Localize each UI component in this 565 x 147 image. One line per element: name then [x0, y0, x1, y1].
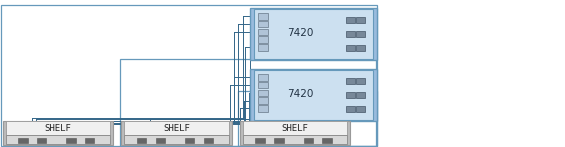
FancyBboxPatch shape [258, 13, 268, 20]
FancyBboxPatch shape [356, 45, 365, 51]
FancyBboxPatch shape [37, 138, 46, 143]
FancyBboxPatch shape [3, 121, 113, 145]
FancyBboxPatch shape [258, 97, 268, 104]
FancyBboxPatch shape [346, 31, 354, 37]
FancyBboxPatch shape [346, 45, 354, 51]
FancyBboxPatch shape [258, 90, 268, 96]
FancyBboxPatch shape [121, 121, 232, 145]
FancyBboxPatch shape [250, 69, 377, 121]
FancyBboxPatch shape [137, 138, 146, 143]
FancyBboxPatch shape [155, 138, 165, 143]
FancyBboxPatch shape [124, 121, 229, 135]
FancyBboxPatch shape [323, 138, 332, 143]
FancyBboxPatch shape [243, 121, 347, 135]
FancyBboxPatch shape [346, 78, 354, 84]
FancyBboxPatch shape [254, 9, 373, 59]
FancyBboxPatch shape [185, 138, 194, 143]
Text: 7420: 7420 [288, 28, 314, 38]
FancyBboxPatch shape [85, 138, 94, 143]
FancyBboxPatch shape [356, 92, 365, 98]
Text: SHELF: SHELF [282, 124, 308, 133]
FancyBboxPatch shape [66, 138, 76, 143]
FancyBboxPatch shape [255, 138, 265, 143]
FancyBboxPatch shape [356, 106, 365, 112]
FancyBboxPatch shape [204, 138, 213, 143]
FancyBboxPatch shape [303, 138, 313, 143]
FancyBboxPatch shape [258, 36, 268, 43]
FancyBboxPatch shape [243, 135, 347, 144]
FancyBboxPatch shape [258, 29, 268, 35]
FancyBboxPatch shape [258, 21, 268, 27]
Text: 7420: 7420 [288, 89, 314, 99]
FancyBboxPatch shape [6, 121, 110, 135]
FancyBboxPatch shape [6, 135, 110, 144]
FancyBboxPatch shape [346, 106, 354, 112]
FancyBboxPatch shape [240, 121, 350, 145]
FancyBboxPatch shape [356, 78, 365, 84]
FancyBboxPatch shape [346, 17, 354, 23]
FancyBboxPatch shape [254, 70, 373, 120]
FancyBboxPatch shape [250, 8, 377, 60]
FancyBboxPatch shape [258, 44, 268, 51]
FancyBboxPatch shape [275, 138, 284, 143]
FancyBboxPatch shape [18, 138, 28, 143]
FancyBboxPatch shape [346, 92, 354, 98]
FancyBboxPatch shape [258, 105, 268, 112]
Text: SHELF: SHELF [45, 124, 71, 133]
Text: SHELF: SHELF [163, 124, 190, 133]
FancyBboxPatch shape [124, 135, 229, 144]
FancyBboxPatch shape [258, 74, 268, 81]
FancyBboxPatch shape [356, 31, 365, 37]
FancyBboxPatch shape [356, 17, 365, 23]
FancyBboxPatch shape [258, 82, 268, 88]
